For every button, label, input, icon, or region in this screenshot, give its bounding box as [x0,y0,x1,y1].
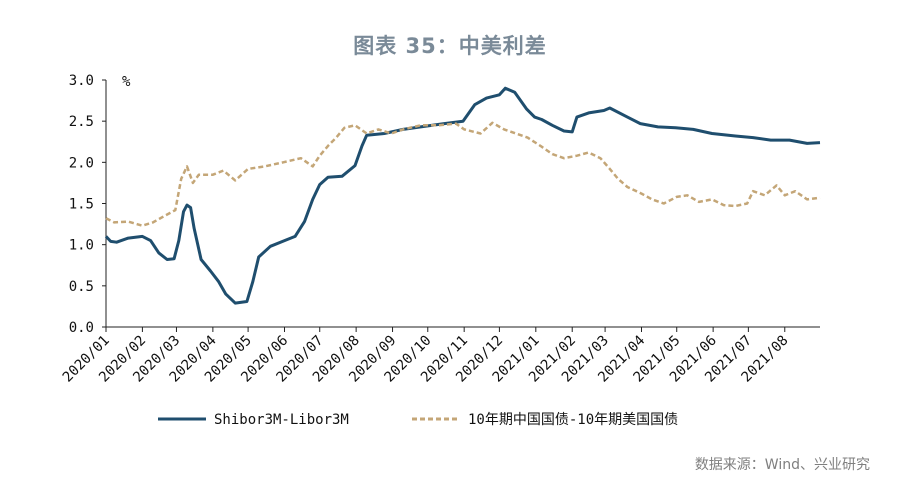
axes: 0.00.51.01.52.02.53.0 %2020/012020/022020… [60,73,820,386]
shibor-libor-line [104,86,821,305]
chart-title: 图表 35：中美利差 [353,34,547,58]
legend-shibor-libor-label: Shibor3M-Libor3M [214,412,349,428]
y-tick-label: 1.0 [69,238,94,254]
y-tick-label: 0.5 [69,279,94,295]
y-tick-label: 2.0 [69,155,94,171]
y-tick-label: 3.0 [69,73,94,89]
legend: Shibor3M-Libor3M 10年期中国国债-10年期美国国债 [158,412,678,428]
series-lines [104,86,821,305]
legend-cn-us-bond-spread-label: 10年期中国国债-10年期美国国债 [468,412,678,428]
y-tick-label: 2.5 [69,114,94,130]
y-axis-unit: % [122,74,131,90]
y-tick-label: 1.5 [69,197,94,213]
cn-us-bond-spread-line [105,121,821,227]
source-note: 数据来源：Wind、兴业研究 [694,457,870,473]
y-tick-label: 0.0 [69,320,94,336]
